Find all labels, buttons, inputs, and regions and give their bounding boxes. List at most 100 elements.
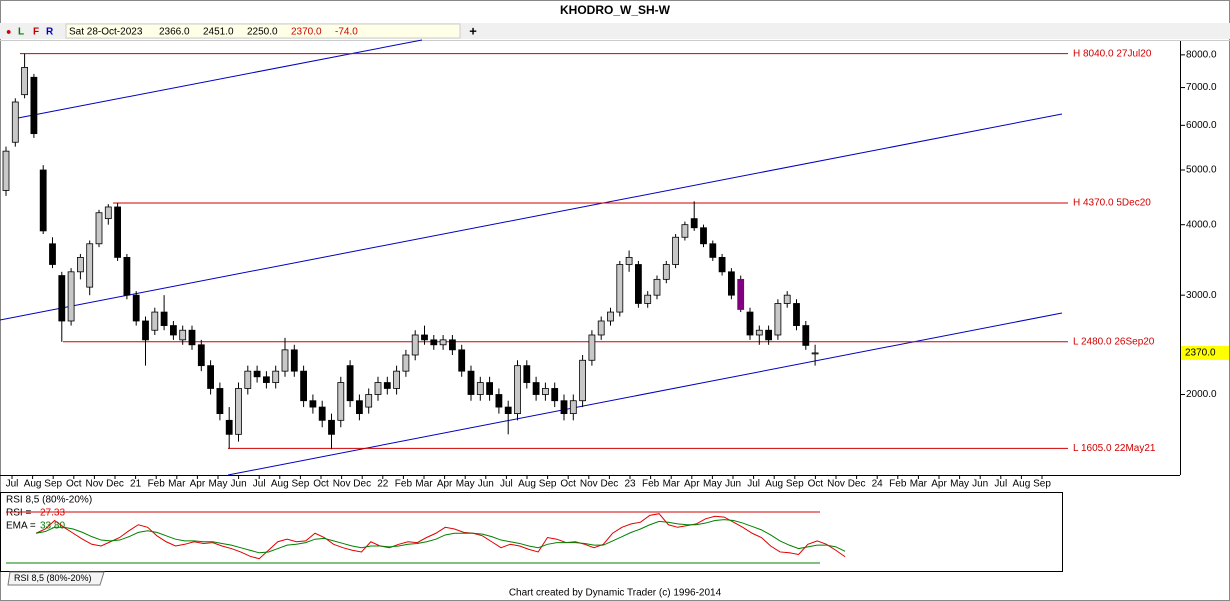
- candle-body: [39, 169, 47, 232]
- candle-body: [262, 376, 270, 383]
- candle-body: [235, 388, 242, 435]
- candle-body: [58, 275, 66, 322]
- y-tick-label: 6000.0: [1186, 120, 1217, 131]
- x-tick-label: Jul: [500, 479, 513, 490]
- candle-body: [402, 354, 410, 372]
- bar-close: 2370.0: [291, 27, 322, 38]
- x-tick-label: Sep: [1033, 479, 1051, 490]
- candle-body: [328, 419, 335, 435]
- candle-body: [411, 334, 419, 356]
- candle-body: [681, 224, 689, 238]
- candle-body: [142, 320, 149, 341]
- x-tick-label: Mar: [168, 479, 186, 490]
- channel-line: [0, 113, 1063, 321]
- candle-body: [588, 334, 596, 361]
- x-tick-label: Mar: [910, 479, 928, 490]
- x-tick-label: Jun: [972, 479, 988, 490]
- candle-body: [346, 365, 354, 402]
- candle-body: [653, 278, 661, 296]
- x-tick-label: Aug: [1013, 479, 1031, 490]
- candle-body: [709, 243, 717, 258]
- candle-body: [514, 365, 521, 415]
- rsi-line: [35, 513, 846, 560]
- x-tick-label: Aug: [24, 479, 42, 490]
- y-tick-label: 5000.0: [1186, 165, 1217, 176]
- candle-body: [21, 67, 29, 96]
- candle-body: [625, 256, 633, 265]
- candle-body: [11, 101, 19, 143]
- indicator-l[interactable]: L: [18, 27, 24, 38]
- candle-body: [188, 329, 196, 346]
- candle-body: [644, 294, 652, 304]
- candle-body: [728, 271, 735, 296]
- x-tick-label: Oct: [66, 479, 82, 490]
- x-tick-label: Sep: [539, 479, 557, 490]
- panel-tab-label[interactable]: RSI 8,5 (80%-20%): [14, 573, 92, 583]
- indicator-r[interactable]: R: [46, 27, 54, 38]
- candle-body: [151, 311, 159, 331]
- y-tick-label: 4000.0: [1186, 219, 1217, 230]
- candle-body: [77, 256, 84, 273]
- candle-body: [635, 264, 642, 304]
- candle-body: [272, 370, 280, 383]
- candle-body: [458, 349, 466, 372]
- level-label: L 2480.0 26Sep20: [1073, 336, 1155, 347]
- x-tick-label: Apr: [684, 479, 700, 490]
- candle-body: [504, 406, 512, 415]
- last-price-box: [1181, 345, 1229, 360]
- candle-body: [383, 382, 391, 389]
- candle-body: [393, 370, 401, 389]
- x-tick-label: May: [950, 479, 969, 490]
- indicator-dot[interactable]: ●: [6, 26, 11, 36]
- candle-body: [365, 394, 373, 408]
- candle-body: [690, 218, 698, 229]
- x-tick-label: 23: [624, 479, 636, 490]
- candle-body: [718, 256, 726, 273]
- candle-body: [169, 325, 177, 336]
- candle-body: [569, 400, 577, 415]
- x-tick-label: Feb: [148, 479, 166, 490]
- x-tick-label: Apr: [437, 479, 453, 490]
- ohlc-box: [65, 23, 461, 39]
- y-tick-label: 2000.0: [1186, 389, 1217, 400]
- candle-body: [746, 311, 754, 336]
- candle-body: [737, 278, 745, 310]
- candle-body: [523, 365, 531, 383]
- panel-tab[interactable]: [7, 571, 105, 586]
- candle-body: [318, 406, 326, 421]
- x-tick-label: Jun: [478, 479, 494, 490]
- candle-body: [616, 264, 624, 313]
- candle-body: [179, 329, 187, 341]
- level-label: H 8040.0 27Jul20: [1073, 48, 1152, 59]
- x-tick-label: Sep: [44, 479, 62, 490]
- rsi-value: 27.33: [40, 508, 65, 519]
- candle-body: [774, 303, 782, 336]
- rsi-panel: [0, 492, 1063, 572]
- candle-body: [123, 256, 131, 296]
- x-tick-label: Dec: [848, 479, 866, 490]
- x-tick-label: Nov: [333, 479, 351, 490]
- x-tick-label: Apr: [931, 479, 947, 490]
- candle-body: [290, 349, 298, 372]
- x-tick-label: Nov: [827, 479, 845, 490]
- x-tick-label: Oct: [560, 479, 576, 490]
- bar-change: -74.0: [335, 27, 358, 38]
- candle-body: [253, 370, 261, 378]
- candle-body: [542, 388, 549, 395]
- candle-body: [793, 303, 800, 326]
- x-tick-label: May: [209, 479, 228, 490]
- candle-body: [337, 382, 345, 421]
- x-tick-label: Dec: [353, 479, 371, 490]
- x-tick-label: 21: [130, 479, 142, 490]
- candle-body: [132, 294, 140, 322]
- indicator-f[interactable]: F: [33, 27, 39, 38]
- x-tick-label: Nov: [580, 479, 598, 490]
- candle-body: [160, 311, 168, 326]
- candle-body: [355, 400, 363, 415]
- candle-body: [802, 325, 810, 346]
- add-button[interactable]: +: [469, 23, 477, 38]
- x-tick-label: 22: [377, 479, 389, 490]
- candle-body: [607, 311, 614, 322]
- candle-body: [448, 339, 456, 351]
- bar-open: 2366.0: [159, 27, 190, 38]
